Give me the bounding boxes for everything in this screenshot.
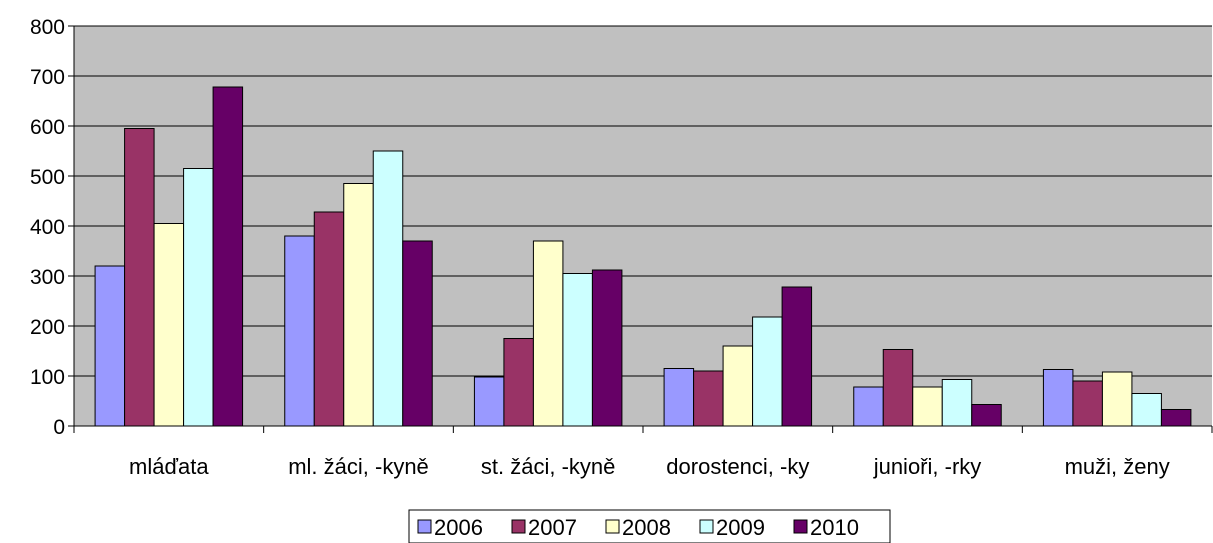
bar-2008-0 xyxy=(153,223,185,427)
legend-label-2006: 2006 xyxy=(434,515,483,540)
bar-2007-4 xyxy=(882,349,914,427)
bar-2009-0 xyxy=(183,168,214,427)
legend-label-2007: 2007 xyxy=(528,515,577,540)
bar-2010-0 xyxy=(212,86,244,427)
x-category-label: muži, ženy xyxy=(1065,454,1170,479)
legend-swatch-2006 xyxy=(417,519,432,534)
x-category-label: junioři, -rky xyxy=(873,454,982,479)
x-category-label: ml. žáci, -kyně xyxy=(288,454,429,479)
legend-swatch-2007 xyxy=(511,519,526,534)
legend: 2006 2007 2008 2009 2010 xyxy=(408,509,891,543)
bar-2008-1 xyxy=(343,183,374,427)
bar-2008-2 xyxy=(532,240,564,427)
bar-2010-1 xyxy=(402,240,433,427)
y-tick-label: 200 xyxy=(30,316,65,339)
bar-2010-4 xyxy=(971,404,1002,427)
gridlines xyxy=(74,25,1212,377)
bar-2007-0 xyxy=(124,128,155,427)
bar-2007-5 xyxy=(1072,380,1103,427)
legend-box xyxy=(408,509,891,543)
y-tick-label: 300 xyxy=(30,266,65,289)
bar-2008-5 xyxy=(1101,371,1133,427)
bar-2007-1 xyxy=(313,211,345,427)
bar-2009-3 xyxy=(752,316,783,427)
x-category-label: dorostenci, -ky xyxy=(666,454,809,479)
x-category-label: st. žáci, -kyně xyxy=(481,454,615,479)
y-tick-label: 100 xyxy=(30,366,65,389)
y-tick-label: 0 xyxy=(53,416,65,439)
x-category-label: mláďata xyxy=(129,454,209,479)
y-tick-label: 400 xyxy=(30,216,65,239)
bar-2009-2 xyxy=(562,273,593,427)
legend-swatch-2009 xyxy=(699,519,714,534)
legend-label-2008: 2008 xyxy=(622,515,671,540)
bar-2009-5 xyxy=(1131,393,1162,427)
y-axis-ticks: 0 100 200 300 400 500 600 700 800 xyxy=(30,16,74,439)
y-tick-label: 500 xyxy=(30,166,65,189)
bar-2009-1 xyxy=(372,150,404,427)
bar-2008-3 xyxy=(722,345,754,427)
bar-2006-1 xyxy=(284,235,315,427)
bar-2006-5 xyxy=(1042,369,1074,427)
y-tick-label: 800 xyxy=(30,16,65,39)
bar-2007-3 xyxy=(693,370,724,427)
bar-2010-5 xyxy=(1160,409,1192,427)
y-tick-label: 600 xyxy=(30,116,65,139)
legend-swatch-2010 xyxy=(793,519,808,534)
legend-swatch-2008 xyxy=(605,519,620,534)
bar-2008-4 xyxy=(912,386,943,427)
bar-2010-3 xyxy=(781,286,813,427)
bar-2006-4 xyxy=(853,386,884,427)
bar-2006-3 xyxy=(663,368,695,427)
x-axis-labels: mláďata ml. žáci, -kyně st. žáci, -kyně dor… xyxy=(73,426,1213,479)
bar-2006-0 xyxy=(94,265,126,427)
bar-2009-4 xyxy=(941,379,973,427)
y-tick-label: 700 xyxy=(30,66,65,89)
legend-label-2009: 2009 xyxy=(716,515,765,540)
bar-2006-2 xyxy=(473,376,505,427)
bars xyxy=(94,86,1192,427)
bar-2007-2 xyxy=(503,338,534,427)
legend-label-2010: 2010 xyxy=(810,515,859,540)
bar-2010-2 xyxy=(591,269,623,427)
